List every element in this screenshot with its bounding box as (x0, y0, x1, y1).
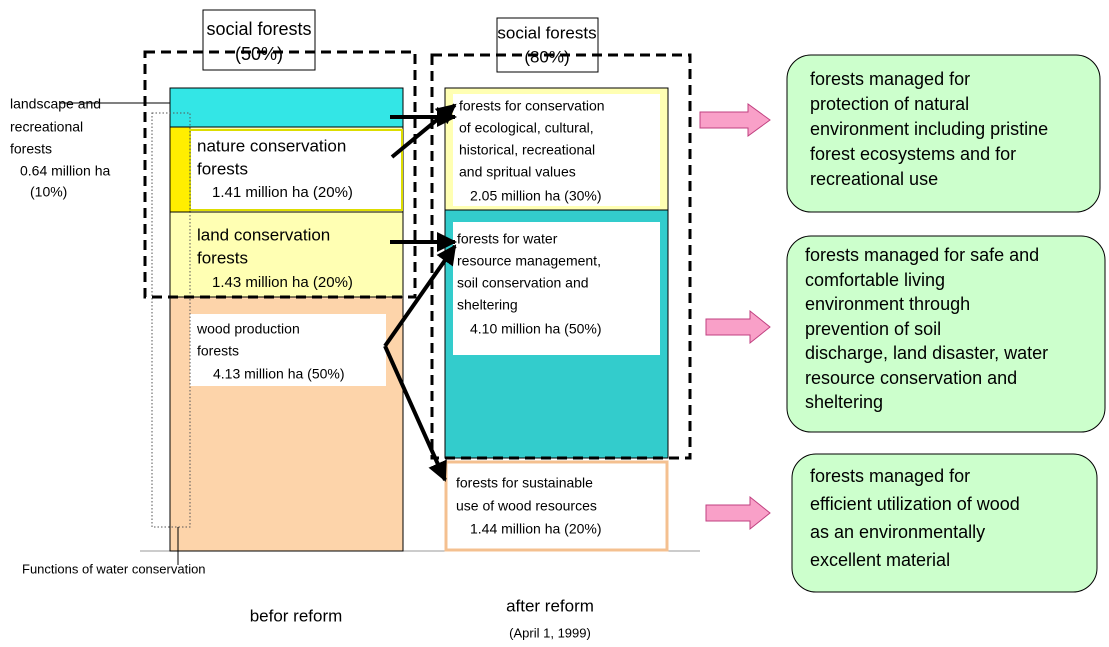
nature-label-box (189, 129, 403, 211)
wood-use-label: 1.44 million ha (20%) (470, 521, 602, 537)
goal-text: environment including pristine (810, 119, 1048, 139)
header-text: (50%) (235, 44, 283, 64)
wood-label-box (190, 314, 386, 386)
conservation-label: forests for conservation (459, 98, 605, 114)
landscape-label: (10%) (30, 184, 67, 200)
header-text: social forests (206, 19, 311, 39)
conservation-label: of ecological, cultural, (459, 120, 594, 136)
arrow (383, 244, 457, 348)
arrows (383, 103, 457, 482)
goal-text: sheltering (805, 392, 883, 412)
caption: after reform (506, 596, 594, 615)
arrow (383, 345, 447, 482)
water-label: soil conservation and (457, 275, 589, 291)
water-note: Functions of water conservation (22, 561, 206, 576)
nature-strip (169, 126, 191, 213)
goal-box (786, 235, 1106, 433)
pink-arrows (699, 103, 771, 531)
goal-text: forests managed for (810, 69, 970, 89)
land-block (169, 211, 404, 298)
header-text: (80%) (524, 47, 569, 66)
goal-text: resource conservation and (805, 368, 1017, 388)
caption: befor reform (250, 606, 343, 625)
landscape-label: recreational (10, 119, 83, 135)
goal-text: protection of natural (810, 94, 969, 114)
wood-label: 4.13 million ha (50%) (213, 366, 345, 382)
header-box (202, 9, 316, 71)
water-label: sheltering (457, 297, 518, 313)
social-forest-outline (143, 50, 417, 299)
landscape-label: 0.64 million ha (20, 163, 110, 179)
landscape-label: forests (10, 141, 52, 157)
goal-box (791, 453, 1098, 593)
nature-label: nature conservation (197, 136, 346, 155)
arrow (390, 103, 457, 159)
goal-text: efficient utilization of wood (810, 494, 1020, 514)
conservation-label: 2.05 million ha (30%) (470, 188, 602, 204)
water-label-box (453, 222, 660, 355)
goal-text: environment through (805, 294, 970, 314)
nature-label: 1.41 million ha (20%) (212, 184, 353, 201)
header-text: social forests (497, 23, 596, 42)
water-label: resource management, (457, 253, 601, 269)
goal-text: as an environmentally (810, 522, 985, 542)
goal-box (786, 54, 1101, 213)
wood-use-label: use of wood resources (456, 498, 597, 514)
water-function-outline (151, 112, 191, 528)
conservation-label-box (453, 94, 660, 206)
social-forest-outline (430, 53, 692, 460)
water-label: forests for water (457, 231, 558, 247)
date: (April 1, 1999) (509, 625, 591, 640)
land-label: forests (197, 248, 248, 267)
wood-use-block (444, 460, 669, 552)
goal-text: discharge, land disaster, water (805, 343, 1048, 363)
water-label: 4.10 million ha (50%) (470, 321, 602, 337)
nature-label: forests (197, 159, 248, 178)
conservation-label: and spritual values (459, 164, 576, 180)
pink-arrow (699, 103, 771, 137)
land-label: land conservation (197, 225, 330, 244)
conservation-label: historical, recreational (459, 142, 595, 158)
wood-label: wood production (196, 321, 300, 337)
goal-text: forests managed for (810, 466, 970, 486)
goal-text: recreational use (810, 169, 938, 189)
land-label: 1.43 million ha (20%) (212, 274, 353, 291)
header-box (496, 17, 599, 73)
goal-text: excellent material (810, 550, 950, 570)
wood-label: forests (197, 343, 239, 359)
landscape-label: landscape and (10, 96, 101, 112)
goal-text: comfortable living (805, 270, 945, 290)
pink-arrow (705, 495, 771, 531)
goal-text: prevention of soil (805, 319, 941, 339)
goal-text: forests managed for safe and (805, 245, 1039, 265)
pink-arrow (705, 309, 771, 345)
goal-text: forest ecosystems and for (810, 144, 1016, 164)
wood-use-label: forests for sustainable (456, 475, 593, 491)
landscape-block (169, 87, 404, 128)
